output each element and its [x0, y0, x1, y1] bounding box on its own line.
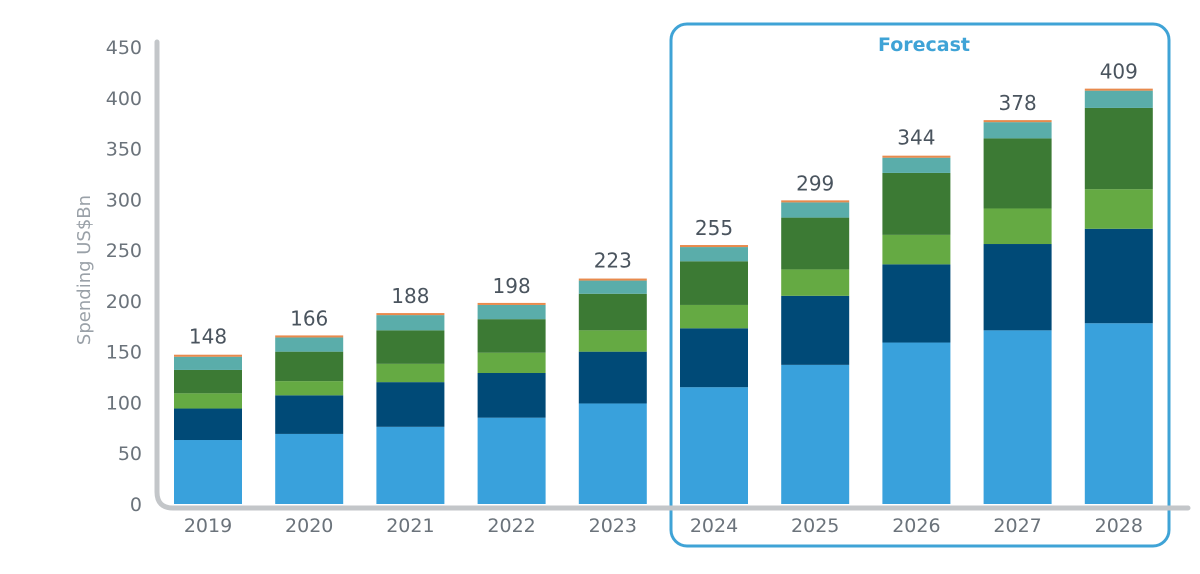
- bar-segment-2026-s4: [882, 172, 951, 235]
- bar-segment-2021-s2: [376, 382, 445, 427]
- bar-segment-2028-s1: [1084, 323, 1153, 504]
- bar-segment-2022-s2: [477, 372, 546, 418]
- bar-segment-2025-s1: [781, 364, 850, 504]
- bar-segment-2024-s5: [680, 247, 748, 262]
- bar-segment-2027-s5: [983, 122, 1052, 139]
- total-label: 409: [1100, 60, 1138, 84]
- total-label: 166: [290, 306, 328, 330]
- bar-segment-2027-s4: [983, 138, 1052, 209]
- total-label: 299: [796, 171, 834, 195]
- bar-segment-2026-s1: [882, 342, 951, 504]
- bar-segment-2023-s2: [578, 351, 647, 404]
- bar-segment-2028-s2: [1084, 228, 1153, 324]
- y-tick-label: 150: [106, 342, 142, 364]
- total-label: 378: [999, 91, 1037, 115]
- bar-segment-2027-s1: [983, 330, 1052, 504]
- x-tick-label: 2024: [690, 515, 738, 537]
- bar-segment-2028-s4: [1084, 107, 1153, 190]
- bar-segment-2025-s2: [781, 295, 850, 365]
- bar-segment-2024-s2: [680, 328, 748, 388]
- y-tick-label: 450: [106, 37, 142, 59]
- bar-segment-2024-s6: [680, 245, 748, 248]
- bar-segment-2019-s3: [174, 393, 242, 409]
- y-tick-label: 350: [106, 139, 142, 161]
- x-tick-label: 2025: [791, 515, 839, 537]
- bar-segment-2025-s6: [781, 200, 850, 203]
- bar-segment-2019-s2: [174, 408, 242, 441]
- bar-segment-2027-s2: [983, 244, 1052, 331]
- y-tick-label: 250: [106, 240, 142, 262]
- total-label: 255: [695, 216, 733, 240]
- total-label: 344: [897, 126, 935, 150]
- bar-segment-2024-s3: [680, 304, 748, 329]
- bar-segment-2019-s5: [174, 356, 242, 370]
- bar-segment-2019-s4: [174, 369, 242, 394]
- bar-segment-2022-s3: [477, 352, 546, 373]
- bar-segment-2019-s6: [174, 354, 242, 357]
- bar-segment-2028-s3: [1084, 189, 1153, 229]
- bar-segment-2023-s6: [578, 278, 647, 281]
- bar-segment-2022-s4: [477, 319, 546, 353]
- bar-segment-2025-s3: [781, 269, 850, 296]
- bar-segment-2027-s3: [983, 208, 1052, 245]
- x-tick-label: 2028: [1095, 515, 1143, 537]
- bar-segment-2023-s1: [578, 403, 647, 504]
- x-tick-label: 2020: [285, 515, 333, 537]
- y-tick-label: 200: [106, 291, 142, 313]
- bar-segment-2023-s5: [578, 280, 647, 294]
- y-tick-label: 400: [106, 88, 142, 110]
- bar-segment-2026-s3: [882, 234, 951, 265]
- x-tick-label: 2026: [892, 515, 940, 537]
- bar-segment-2021-s1: [376, 426, 445, 504]
- x-tick-label: 2019: [184, 515, 232, 537]
- bar-segment-2021-s5: [376, 315, 445, 331]
- y-axis-label: Spending US$Bn: [74, 195, 95, 345]
- bar-segment-2022-s5: [477, 304, 546, 320]
- bar-segment-2028-s6: [1084, 88, 1153, 91]
- bar-segment-2023-s3: [578, 330, 647, 352]
- bar-segment-2024-s1: [680, 387, 748, 504]
- bar-segment-2027-s6: [983, 120, 1052, 123]
- x-tick-label: 2023: [589, 515, 637, 537]
- bar-segment-2021-s6: [376, 313, 445, 316]
- bar-segment-2020-s3: [275, 381, 344, 396]
- bar-segment-2025-s4: [781, 217, 850, 270]
- bar-segment-2028-s5: [1084, 90, 1153, 108]
- y-tick-label: 100: [106, 392, 142, 414]
- bar-segment-2026-s5: [882, 157, 951, 173]
- bar-segment-2022-s6: [477, 302, 546, 305]
- bar-segment-2021-s4: [376, 330, 445, 364]
- bar-segment-2025-s5: [781, 202, 850, 218]
- total-label: 188: [391, 284, 429, 308]
- bar-segment-2026-s6: [882, 155, 951, 158]
- bar-segment-2020-s4: [275, 351, 344, 382]
- forecast-label: Forecast: [878, 34, 970, 56]
- bar-segment-2020-s1: [275, 433, 344, 504]
- x-tick-label: 2022: [487, 515, 535, 537]
- bar-segment-2022-s1: [477, 417, 546, 504]
- total-label: 198: [493, 274, 531, 298]
- x-tick-label: 2021: [386, 515, 434, 537]
- axis-line: [154, 39, 1191, 511]
- bar-segment-2021-s3: [376, 363, 445, 383]
- y-tick-label: 300: [106, 189, 142, 211]
- total-label: 148: [189, 325, 227, 349]
- bar-segment-2023-s4: [578, 293, 647, 331]
- bar-segment-2019-s1: [174, 440, 242, 504]
- y-tick-label: 50: [118, 443, 142, 465]
- total-label: 223: [594, 249, 632, 273]
- bar-segment-2020-s2: [275, 395, 344, 434]
- forecast-box: [669, 22, 1171, 548]
- bar-segment-2024-s4: [680, 261, 748, 305]
- x-tick-label: 2027: [993, 515, 1041, 537]
- bar-segment-2020-s6: [275, 335, 344, 338]
- y-tick-label: 0: [130, 494, 142, 516]
- bar-segment-2026-s2: [882, 264, 951, 343]
- bar-segment-2020-s5: [275, 337, 344, 352]
